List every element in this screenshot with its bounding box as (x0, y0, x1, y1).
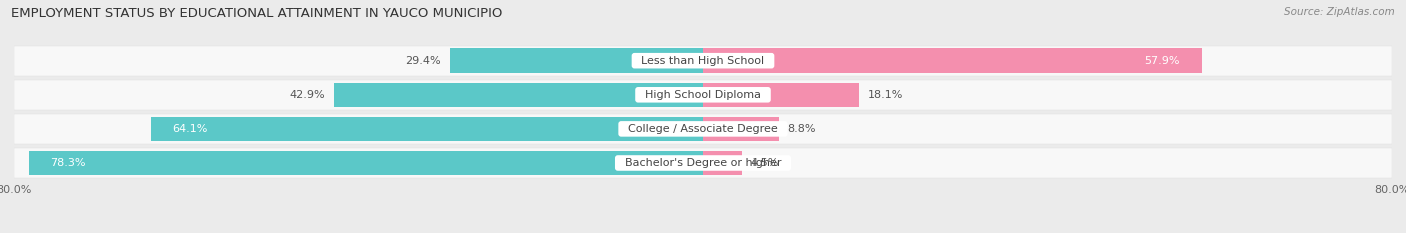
Bar (14, 114, 1392, 144)
Text: College / Associate Degree: College / Associate Degree (621, 124, 785, 134)
Text: 42.9%: 42.9% (290, 90, 325, 100)
Text: 29.4%: 29.4% (405, 56, 441, 66)
Bar (703, 116, 779, 141)
Text: 8.8%: 8.8% (787, 124, 815, 134)
Bar (703, 82, 859, 107)
Bar (14, 148, 1392, 178)
Text: 78.3%: 78.3% (51, 158, 86, 168)
Text: 18.1%: 18.1% (868, 90, 903, 100)
Bar (28, 151, 703, 175)
Bar (703, 151, 742, 175)
Text: 4.5%: 4.5% (751, 158, 779, 168)
Bar (14, 46, 1392, 76)
Text: 57.9%: 57.9% (1144, 56, 1180, 66)
Text: High School Diploma: High School Diploma (638, 90, 768, 100)
Text: Source: ZipAtlas.com: Source: ZipAtlas.com (1284, 7, 1395, 17)
Bar (14, 80, 1392, 110)
Bar (703, 48, 1202, 73)
Text: 64.1%: 64.1% (173, 124, 208, 134)
Bar (450, 48, 703, 73)
Text: EMPLOYMENT STATUS BY EDUCATIONAL ATTAINMENT IN YAUCO MUNICIPIO: EMPLOYMENT STATUS BY EDUCATIONAL ATTAINM… (11, 7, 502, 20)
Bar (150, 116, 703, 141)
Text: Less than High School: Less than High School (634, 56, 772, 66)
Text: Bachelor's Degree or higher: Bachelor's Degree or higher (617, 158, 789, 168)
Bar (333, 82, 703, 107)
